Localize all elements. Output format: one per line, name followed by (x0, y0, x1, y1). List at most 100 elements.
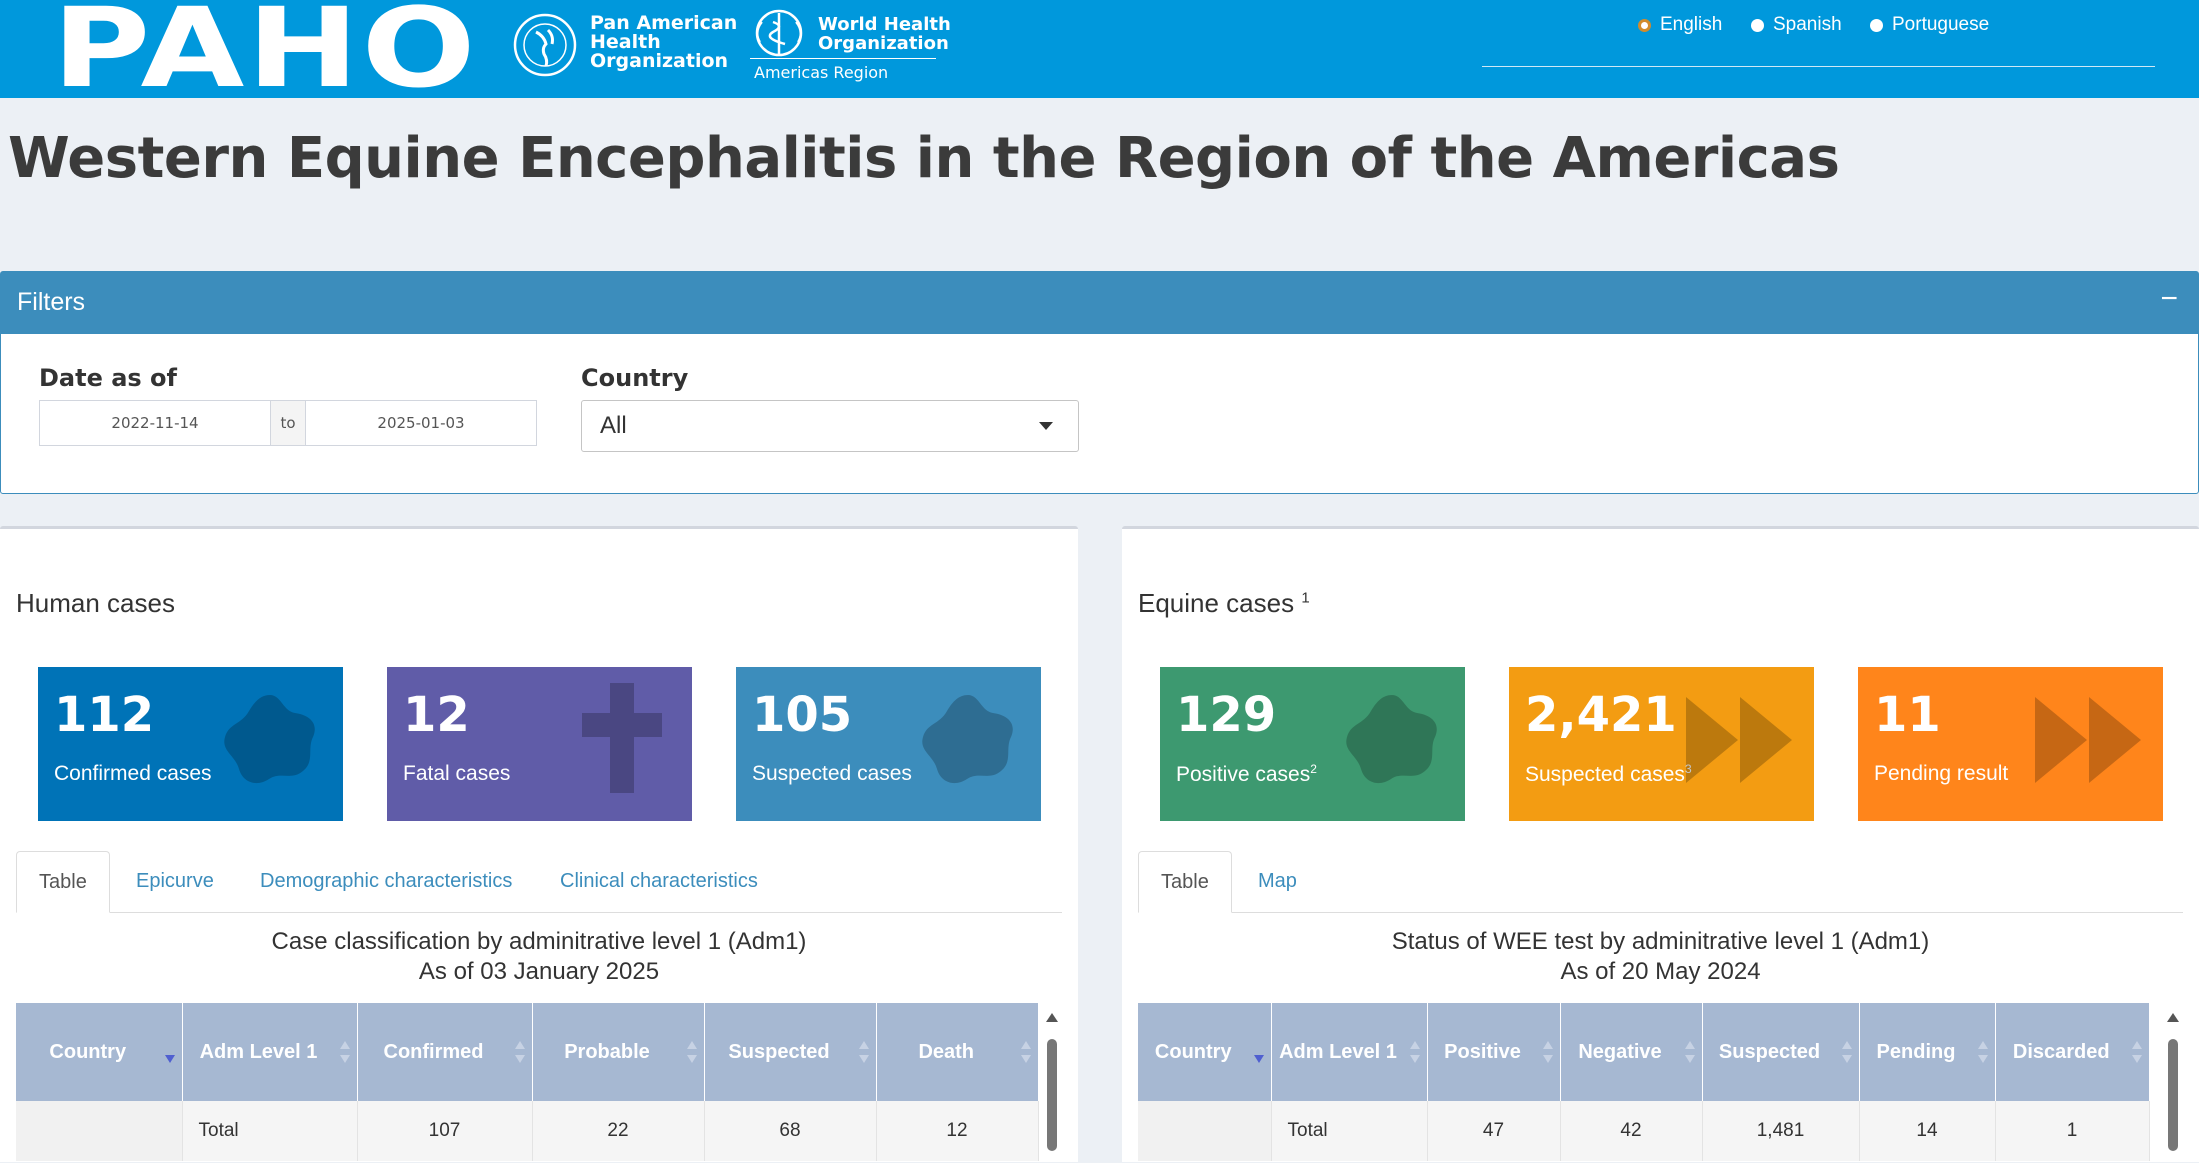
positive-cases-label: Positive cases2 (1176, 762, 1317, 786)
country-select[interactable]: All (581, 400, 1079, 452)
human-table-caption-line-2: As of 03 January 2025 (418, 958, 660, 985)
sort-icon[interactable] (1409, 1041, 1420, 1063)
who-org-line-1: World Health (818, 14, 951, 35)
col-header-suspected[interactable]: Suspected (704, 1003, 877, 1101)
cell-country (1138, 1101, 1272, 1161)
cell-confirmed: 107 (357, 1101, 533, 1161)
scroll-thumb[interactable] (1047, 1039, 1057, 1151)
who-emblem-icon (755, 9, 803, 57)
col-header-adm-level-1[interactable]: Adm Level 1 (1271, 1003, 1428, 1101)
equine-cases-table: Country Adm Level 1 Positive Negative Su… (1138, 1003, 2150, 1161)
cross-icon (582, 683, 662, 793)
sort-icon[interactable] (858, 1041, 869, 1063)
lang-portuguese[interactable]: Portuguese (1870, 14, 1989, 36)
tab-epicurve[interactable]: Epicurve (136, 870, 214, 892)
cell-suspected: 1,481 (1702, 1101, 1860, 1161)
human-tabs: Table Epicurve Demographic characteristi… (16, 851, 1062, 913)
header-bar: PAHO Pan American Health Organization Wo… (0, 0, 2199, 103)
human-cases-title: Human cases (16, 588, 175, 618)
sort-icon[interactable] (686, 1041, 697, 1063)
sort-desc-icon[interactable] (164, 1041, 175, 1063)
footnote-2: 2 (1310, 762, 1317, 776)
cell-positive: 47 (1427, 1101, 1561, 1161)
sort-icon[interactable] (1684, 1041, 1695, 1063)
col-header-pending[interactable]: Pending (1859, 1003, 1996, 1101)
human-cases-panel: Human cases 112 Confirmed cases 12 Fatal… (0, 526, 1078, 1162)
caret-down-icon (1039, 422, 1053, 430)
equine-table-scrollbar[interactable] (2166, 1003, 2180, 1163)
suspected-cases-value: 105 (752, 687, 853, 743)
tab-table[interactable]: Table (16, 851, 110, 913)
sort-desc-icon[interactable] (1253, 1041, 1264, 1063)
lang-english-label: English (1660, 14, 1723, 35)
footnote-3: 3 (1685, 762, 1692, 776)
lang-spanish[interactable]: Spanish (1751, 14, 1842, 36)
col-header-positive[interactable]: Positive (1427, 1003, 1561, 1101)
equine-suspected-cases-box: 2,421 Suspected cases3 (1509, 667, 1814, 821)
date-separator: to (270, 401, 306, 445)
scroll-up-icon[interactable] (2167, 1013, 2179, 1022)
page-title: Western Equine Encephalitis in the Regio… (8, 126, 1840, 191)
fast-forward-icon (2035, 697, 2141, 783)
tab-map[interactable]: Map (1258, 870, 1297, 892)
equine-table-caption-line-1: Status of WEE test by adminitrative leve… (1391, 928, 1930, 955)
col-header-suspected[interactable]: Suspected (1702, 1003, 1860, 1101)
scroll-up-icon[interactable] (1046, 1013, 1058, 1022)
suspected-cases-box: 105 Suspected cases (736, 667, 1041, 821)
confirmed-cases-label: Confirmed cases (54, 762, 212, 785)
sort-icon[interactable] (2132, 1041, 2142, 1063)
radio-portuguese[interactable] (1870, 18, 1883, 32)
radio-spanish[interactable] (1751, 18, 1764, 32)
col-header-death[interactable]: Death (876, 1003, 1038, 1101)
cell-pending: 14 (1859, 1101, 1996, 1161)
country-select-value: All (600, 412, 627, 439)
language-underline (1482, 66, 2155, 67)
col-header-country[interactable]: Country (1138, 1003, 1272, 1101)
filters-box: Filters − Date as of 2022-11-14 to 2025-… (0, 271, 2199, 494)
equine-suspected-cases-value: 2,421 (1525, 687, 1677, 743)
human-table-caption-line-1: Case classification by adminitrative lev… (271, 928, 807, 955)
tab-demographic-characteristics[interactable]: Demographic characteristics (260, 870, 513, 892)
virus-icon (1346, 695, 1437, 784)
human-table-scrollbar[interactable] (1045, 1003, 1059, 1163)
sort-icon[interactable] (1542, 1041, 1553, 1063)
sort-icon[interactable] (1977, 1041, 1988, 1063)
human-table-caption: Case classification by adminitrative lev… (16, 927, 1062, 987)
col-header-probable[interactable]: Probable (532, 1003, 705, 1101)
collapse-button[interactable]: − (2160, 282, 2178, 315)
pending-result-box: 11 Pending result (1858, 667, 2163, 821)
who-divider (750, 58, 936, 59)
equine-cases-title: Equine cases 1 (1138, 588, 1310, 618)
sort-icon[interactable] (339, 1041, 350, 1063)
positive-cases-box: 129 Positive cases2 (1160, 667, 1465, 821)
tab-table[interactable]: Table (1138, 851, 1232, 913)
cell-country (16, 1101, 183, 1161)
equine-tabs: Table Map (1138, 851, 2183, 913)
sort-icon[interactable] (1021, 1041, 1031, 1063)
virus-icon (224, 695, 315, 784)
col-header-adm-level-1[interactable]: Adm Level 1 (182, 1003, 358, 1101)
filters-header: Filters − (1, 272, 2198, 334)
col-header-negative[interactable]: Negative (1560, 1003, 1703, 1101)
tab-clinical-characteristics[interactable]: Clinical characteristics (560, 870, 758, 892)
cell-discarded: 1 (1995, 1101, 2150, 1161)
scroll-thumb[interactable] (2168, 1039, 2178, 1151)
date-to-input[interactable]: 2025-01-03 (377, 414, 465, 432)
filters-title: Filters (17, 288, 86, 316)
paho-org-line-2: Health (590, 31, 661, 53)
cell-suspected: 68 (704, 1101, 877, 1161)
sort-icon[interactable] (1841, 1041, 1852, 1063)
lang-english[interactable]: English (1638, 14, 1722, 36)
fatal-cases-box: 12 Fatal cases (387, 667, 692, 821)
fatal-cases-label: Fatal cases (403, 762, 511, 785)
sort-icon[interactable] (514, 1041, 525, 1063)
col-header-discarded[interactable]: Discarded (1995, 1003, 2149, 1101)
col-header-confirmed[interactable]: Confirmed (357, 1003, 533, 1101)
cell-adm-level-1: Total (1271, 1101, 1428, 1161)
fatal-cases-value: 12 (403, 687, 470, 743)
suspected-cases-label: Suspected cases (752, 762, 912, 785)
radio-english[interactable] (1638, 18, 1651, 32)
col-header-country[interactable]: Country (16, 1003, 183, 1101)
table-header-row: Country Adm Level 1 Confirmed Probable S… (16, 1003, 1038, 1101)
date-from-input[interactable]: 2022-11-14 (111, 414, 199, 432)
